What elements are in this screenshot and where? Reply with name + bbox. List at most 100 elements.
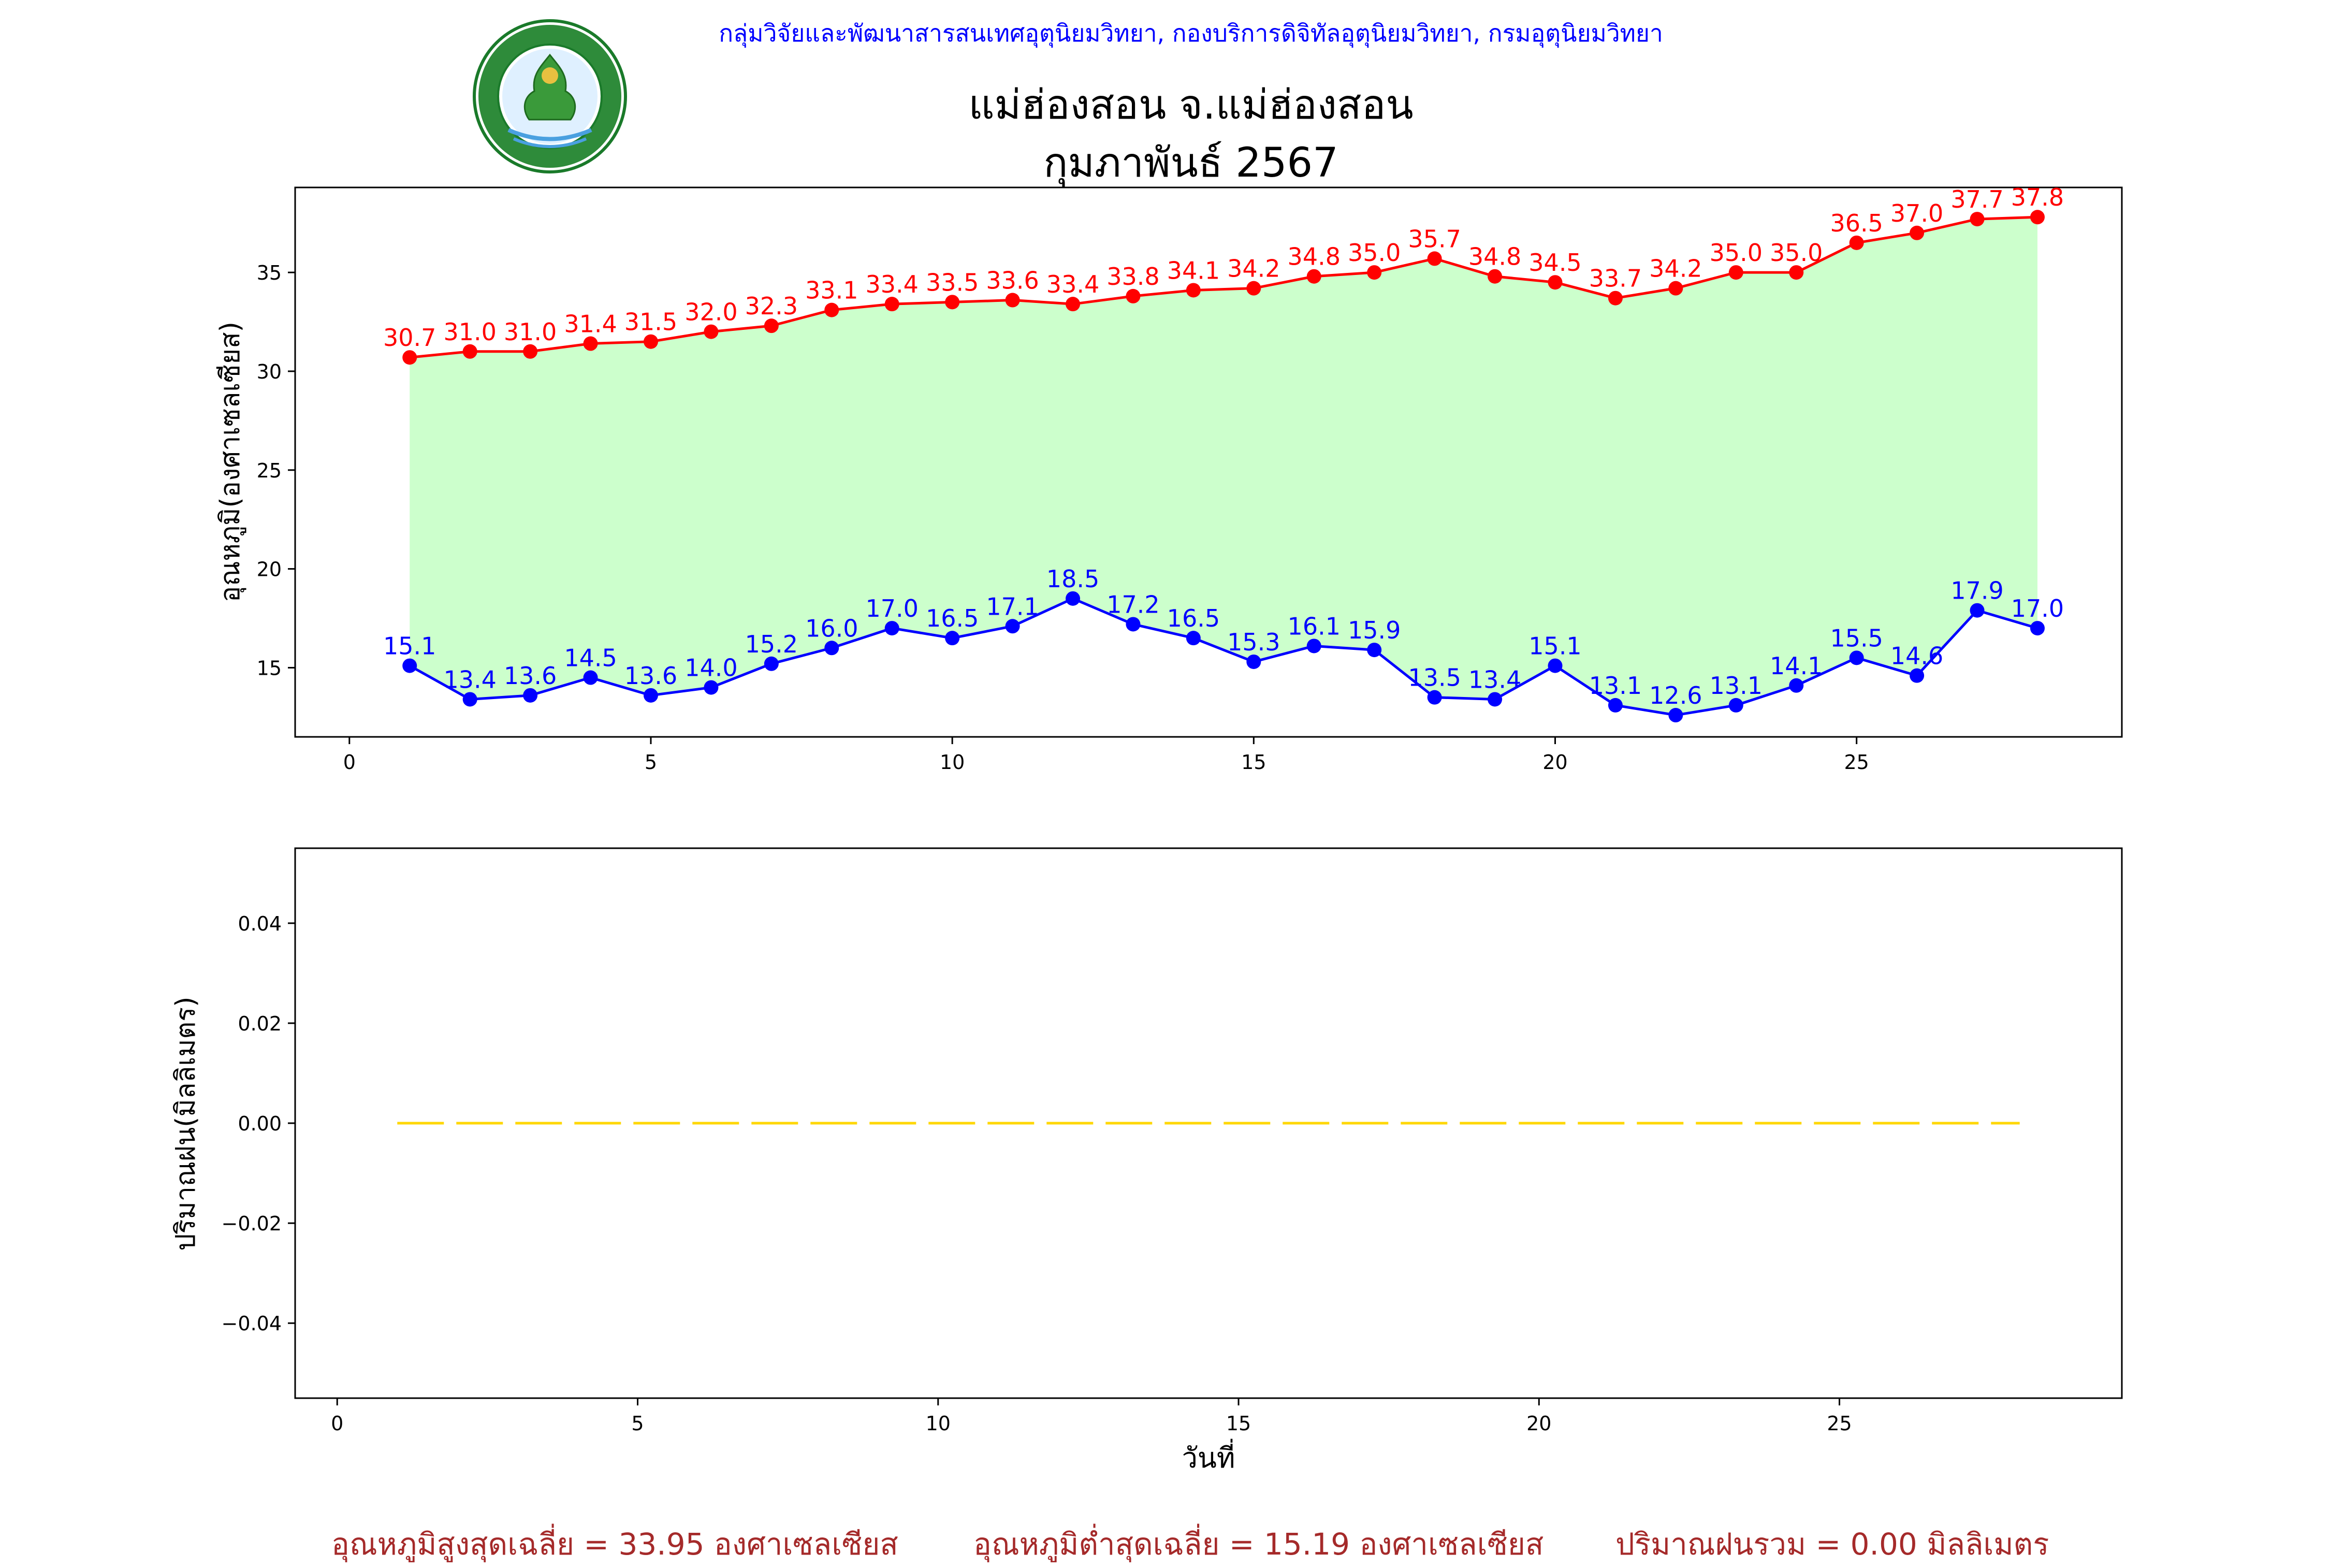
min-temperature-label: 16.5 [926,604,979,632]
y-tick-label: 0.02 [238,1012,282,1035]
max-temperature-label: 34.8 [1468,243,1521,271]
min-temperature-label: 13.1 [1589,672,1642,700]
min-temperature-label: 16.1 [1288,612,1341,640]
max-temperature-point [1066,297,1081,312]
max-temperature-point [1849,235,1864,250]
rain-x-axis-label: วันที่ [1182,1439,1235,1474]
max-temperature-label: 33.4 [866,270,919,298]
min-temperature-label: 14.6 [1890,642,1943,670]
max-temperature-point [583,336,598,351]
max-temperature-label: 33.7 [1589,265,1642,293]
min-temperature-label: 13.1 [1710,672,1763,700]
min-temperature-label: 15.1 [1528,632,1581,660]
min-temperature-point [402,658,417,673]
min-temperature-points: 15.113.4 13.614.513.6 14.015.216.017.0 16.5… [383,565,2064,723]
max-temperature-point [1367,265,1382,280]
min-temperature-label: 13.4 [443,665,496,693]
min-temperature-point [1427,690,1442,705]
min-temperature-point [1849,650,1864,665]
min-temperature-label: 13.6 [504,662,557,690]
max-temperature-point [824,302,839,317]
max-temperature-point [1126,288,1141,303]
max-temperature-point [1548,275,1563,290]
min-temperature-label: 15.1 [383,632,436,660]
total-rainfall: ปริมาณฝนรวม = 0.00 มิลลิเมตร [1615,1527,2049,1562]
max-temperature-point [764,318,779,333]
min-temperature-point [1728,698,1743,713]
max-temperature-point [643,334,658,349]
min-temperature-point [1005,619,1020,634]
station-title: แม่ฮ่องสอน จ.แม่ฮ่องสอน [968,82,1414,128]
x-tick-label: 15 [1226,1412,1251,1435]
max-temperature-point [1186,283,1201,298]
min-temperature-point [583,670,598,685]
rain-x-ticks: 0 5 10 15 20 25 [331,1398,1852,1435]
min-temperature-point [824,641,839,656]
max-temperature-label: 37.7 [1950,185,2003,213]
max-temperature-label: 34.2 [1227,255,1280,283]
max-temperature-label: 31.0 [504,318,557,346]
y-tick-label: 0.00 [238,1112,282,1135]
min-temperature-label: 15.9 [1348,616,1401,644]
agency-name: กลุ่มวิจัยและพัฒนาสารสนเทศอุตุนิยมวิทยา,… [719,19,1663,47]
max-temperature-point [1970,212,1985,227]
y-tick-label: 35 [257,262,282,284]
y-tick-label: 0.04 [238,912,282,935]
max-temperature-label: 37.8 [2011,183,2064,211]
rain-y-ticks: 0.04 0.02 0.00 −0.02 −0.04 [222,912,295,1335]
min-temperature-label: 15.2 [745,630,798,658]
min-temperature-label: 17.2 [1106,590,1159,618]
min-temperature-point [1126,617,1141,632]
min-temperature-label: 17.0 [866,594,919,622]
x-tick-label: 15 [1241,751,1266,774]
y-tick-label: 20 [257,558,282,581]
min-temperature-point [1488,692,1503,707]
max-temperature-label: 37.0 [1890,199,1943,227]
min-temperature-label: 17.9 [1950,577,2003,605]
max-temperature-point [523,344,538,359]
min-temperature-label: 13.6 [624,662,677,690]
min-temperature-label: 18.5 [1046,565,1099,593]
min-temperature-point [1608,698,1623,713]
min-temperature-point [945,631,960,646]
y-tick-label: 15 [257,657,282,679]
rain-y-axis-label: ปริมาณฝน(มิลลิเมตร) [170,996,201,1251]
min-temperature-label: 17.0 [2011,594,2064,622]
x-tick-label: 25 [1827,1412,1852,1435]
x-tick-label: 10 [926,1412,951,1435]
min-temperature-label: 14.1 [1770,652,1823,680]
max-temperature-point [1427,251,1442,266]
temperature-y-ticks: 15 20 25 30 35 [257,262,295,679]
min-temperature-point [1789,678,1804,693]
max-temperature-label: 32.3 [745,292,798,320]
min-temperature-point [1668,708,1683,723]
max-temperature-point [2030,210,2045,225]
max-temperature-point [402,350,417,365]
min-temperature-point [1306,638,1321,654]
min-temperature-label: 15.5 [1830,624,1883,652]
min-temperature-label: 17.1 [986,592,1039,620]
temperature-range-fill [410,217,2037,716]
min-temperature-point [2030,621,2045,636]
max-temperature-point [1668,281,1683,296]
max-temperature-point [884,297,899,312]
max-temperature-point [1789,265,1804,280]
max-temperature-point [1910,225,1925,240]
max-temperature-label: 35.0 [1710,239,1763,267]
max-temperature-label: 34.2 [1649,255,1702,283]
max-temperature-point [1306,269,1321,284]
y-tick-label: 30 [257,360,282,383]
max-temperature-label: 33.1 [805,277,858,304]
max-temperature-label: 34.5 [1528,249,1581,277]
max-temperature-label: 35.0 [1348,239,1401,267]
min-temperature-point [462,692,477,707]
min-temperature-label: 14.5 [564,644,617,672]
max-temperature-point [1608,291,1623,306]
rain-chart: 0 5 10 15 20 25 0.04 0.02 0.00 −0.02 −0.04 ปริมาณ… [170,847,2123,1474]
min-temperature-label: 12.6 [1649,681,1702,709]
max-temperature-point [1728,265,1743,280]
max-temperature-point [1005,293,1020,308]
x-tick-label: 10 [940,751,965,774]
min-temperature-label: 15.3 [1227,628,1280,656]
